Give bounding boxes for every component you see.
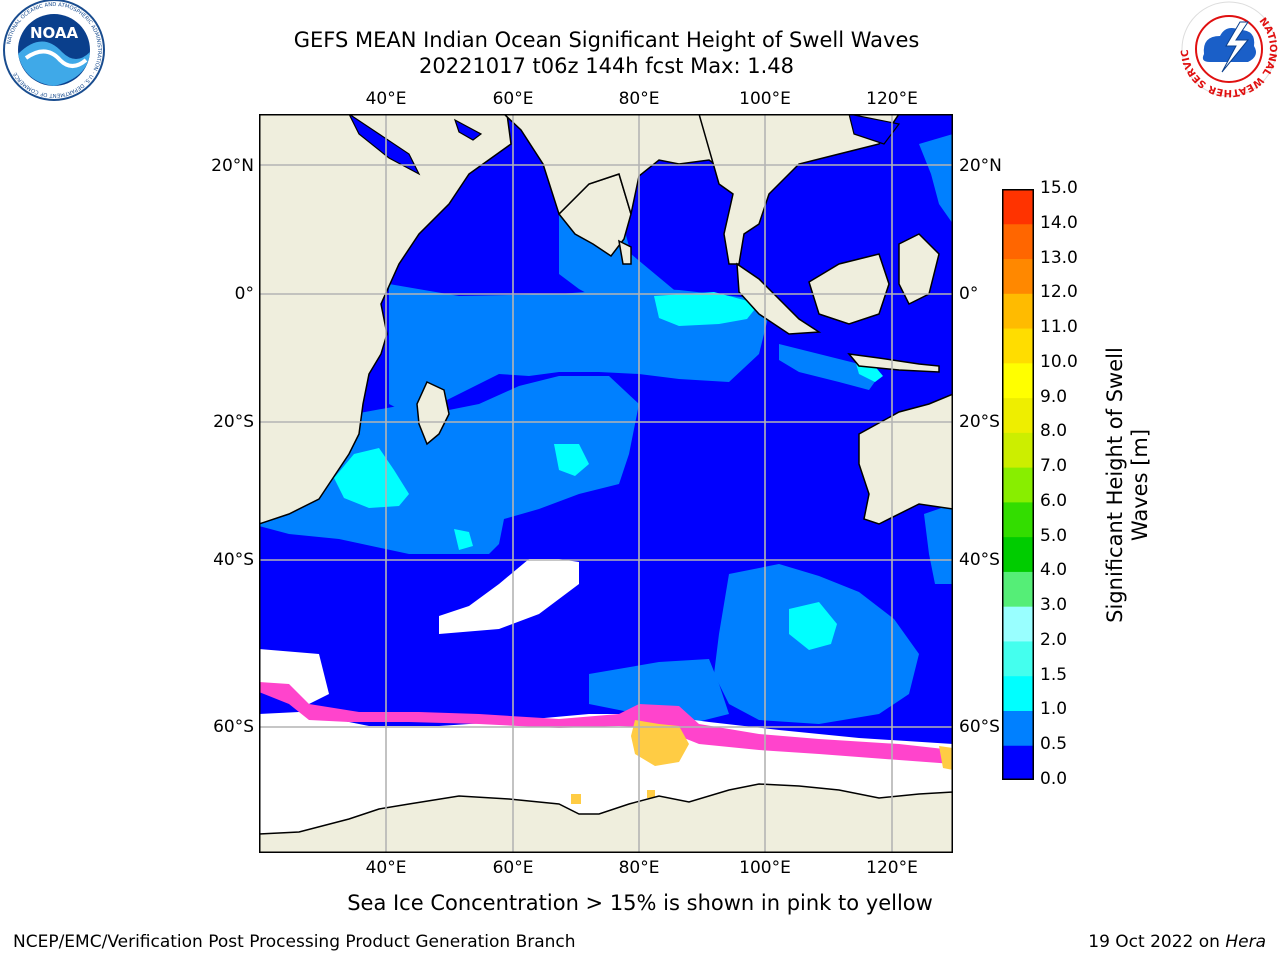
land-australia xyxy=(858,393,953,525)
lat-tick-right-20s: 20°S xyxy=(959,412,1000,432)
colorbar-segment-6.0 xyxy=(1002,467,1034,503)
colorbar-tick-label: 0.0 xyxy=(1040,769,1068,789)
colorbar-tick-label: 15.0 xyxy=(1040,178,1078,198)
colorbar-segment-4.0 xyxy=(1002,536,1034,572)
colorbar-segment-2.0 xyxy=(1002,606,1034,642)
colorbar-label: Significant Height of Swell Waves [m] xyxy=(1103,347,1152,623)
colorbar-tick-label: 1.0 xyxy=(1040,699,1068,720)
sea-ice-caption: Sea Ice Concentration > 15% is shown in … xyxy=(347,891,933,915)
noaa-logo-text: NOAA xyxy=(30,24,79,42)
land-borneo xyxy=(808,253,890,325)
persian-gulf xyxy=(453,118,483,141)
map-subtitle: 20221017 t06z 144h fcst Max: 1.48 xyxy=(419,54,794,78)
colorbar-tick-label: 2.0 xyxy=(1040,629,1068,650)
footer-date: 19 Oct 2022 on Hera xyxy=(1088,932,1266,952)
colorbar-segment-11.0 xyxy=(1002,293,1034,329)
colorbar xyxy=(1002,189,1034,780)
swell-height-map xyxy=(259,114,953,853)
noaa-logo: NOAA NATIONAL OCEANIC AND ATMOSPHERIC AD… xyxy=(3,0,105,101)
lon-tick-bottom-120e: 120°E xyxy=(866,858,918,878)
colorbar-tick-label: 6.0 xyxy=(1040,490,1068,511)
colorbar-segment-8.0 xyxy=(1002,397,1034,433)
map-graticule xyxy=(259,114,953,853)
colorbar-tick-label: 1.5 xyxy=(1040,664,1068,685)
land-sri-lanka xyxy=(618,239,632,265)
lat-tick-left-60s: 60°S xyxy=(213,717,254,737)
lon-tick-top-100e: 100°E xyxy=(739,89,791,109)
colorbar-segment-10.0 xyxy=(1002,328,1034,364)
land-madagascar xyxy=(416,380,450,446)
lon-tick-top-40e: 40°E xyxy=(365,89,407,109)
inland-seas xyxy=(348,114,901,176)
lon-tick-bottom-60e: 60°E xyxy=(492,858,534,878)
colorbar-tick-label: 10.0 xyxy=(1040,351,1078,372)
colorbar-segment-1.5 xyxy=(1002,640,1034,677)
colorbar-tick-label: 5.0 xyxy=(1040,525,1068,546)
colorbar-tick-label: 13.0 xyxy=(1040,247,1078,268)
colorbar-segment-13.0 xyxy=(1002,223,1034,260)
colorbar-segment-7.0 xyxy=(1002,432,1034,468)
lon-tick-top-80e: 80°E xyxy=(618,89,660,109)
colorbar-segment-14.0 xyxy=(1002,189,1034,225)
sea-ice-edge-pink xyxy=(259,682,953,764)
colorbar-tick-label: 14.0 xyxy=(1040,212,1078,233)
colorbar-tick-label: 4.0 xyxy=(1040,560,1068,581)
colorbar-tick-label: 9.0 xyxy=(1040,386,1068,407)
red-sea xyxy=(348,114,421,176)
lon-tick-top-120e: 120°E xyxy=(866,89,918,109)
footer-credit: NCEP/EMC/Verification Post Processing Pr… xyxy=(13,932,576,952)
colorbar-segment-0.5 xyxy=(1002,710,1034,746)
colorbar-tick-label: 8.0 xyxy=(1040,421,1068,442)
colorbar-tick-label: 12.0 xyxy=(1040,282,1078,303)
land xyxy=(259,114,953,853)
colorbar-segment-0.0 xyxy=(1002,745,1034,780)
footer-date-text: 19 Oct 2022 on xyxy=(1088,932,1226,952)
south-china-sea-north xyxy=(848,114,901,145)
sea-ice-edge-yellow xyxy=(571,720,953,824)
colorbar-tick-label: 7.0 xyxy=(1040,456,1068,477)
map-border xyxy=(259,114,953,853)
colorbar-segment-1.0 xyxy=(1002,675,1034,711)
colorbar-tick-label: 11.0 xyxy=(1040,317,1078,338)
lon-tick-bottom-100e: 100°E xyxy=(739,858,791,878)
footer-host: Hera xyxy=(1225,932,1266,952)
lon-tick-top-60e: 60°E xyxy=(492,89,534,109)
land-southeast-asia xyxy=(698,114,900,265)
lat-tick-right-20n: 20°N xyxy=(959,156,1002,176)
lon-tick-bottom-80e: 80°E xyxy=(618,858,660,878)
lat-tick-left-40s: 40°S xyxy=(213,550,254,570)
colorbar-tick-label: 3.0 xyxy=(1040,595,1068,616)
lat-tick-left-0: 0° xyxy=(234,284,254,304)
lat-tick-right-0: 0° xyxy=(959,284,979,304)
colorbar-segment-3.0 xyxy=(1002,571,1034,607)
lat-tick-left-20n: 20°N xyxy=(211,156,254,176)
colorbar-border xyxy=(1002,189,1034,780)
lat-tick-left-20s: 20°S xyxy=(213,412,254,432)
colorbar-segment-5.0 xyxy=(1002,501,1034,538)
nws-logo: NATIONAL WEATHER SERVICE xyxy=(1178,0,1278,98)
map-title: GEFS MEAN Indian Ocean Significant Heigh… xyxy=(293,28,920,52)
colorbar-segment-9.0 xyxy=(1002,362,1034,399)
lat-tick-right-40s: 40°S xyxy=(959,550,1000,570)
land-java xyxy=(847,353,940,373)
colorbar-tick-label: 0.5 xyxy=(1040,734,1068,755)
lat-tick-right-60s: 60°S xyxy=(959,717,1000,737)
colorbar-segment-12.0 xyxy=(1002,258,1034,294)
lon-tick-bottom-40e: 40°E xyxy=(365,858,407,878)
